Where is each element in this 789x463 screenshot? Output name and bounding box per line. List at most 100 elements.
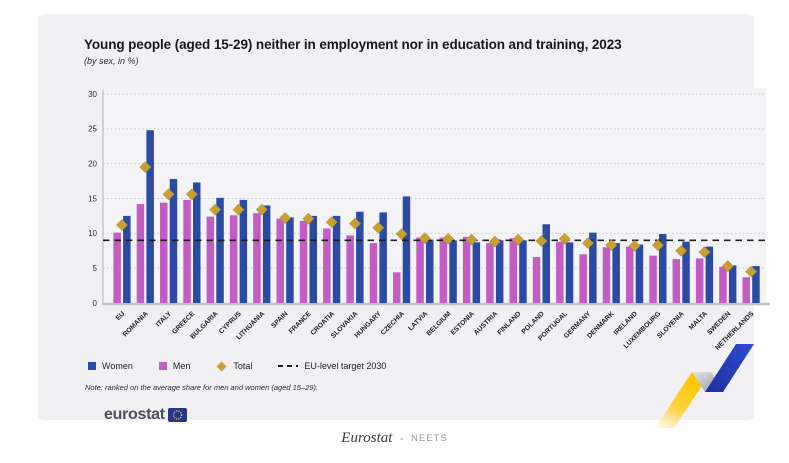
plot-area xyxy=(103,87,766,304)
legend-label-total: Total xyxy=(233,361,253,371)
country-label: FINLAND xyxy=(496,310,522,336)
country-label: EU xyxy=(115,310,127,322)
target-dash-swatch-icon xyxy=(278,365,299,367)
women-bar xyxy=(635,244,644,303)
total-diamond xyxy=(675,244,688,257)
men-bar xyxy=(160,202,168,303)
country-label: SPAIN xyxy=(270,310,289,329)
y-tick-label: 5 xyxy=(93,264,98,273)
men-bar xyxy=(672,259,681,303)
women-bar xyxy=(519,240,527,303)
legend-label-women: Women xyxy=(102,361,133,371)
men-bar xyxy=(579,254,587,303)
men-bar xyxy=(346,235,354,303)
women-bar xyxy=(193,182,201,303)
footnote: Note: ranked on the average share for me… xyxy=(85,383,319,392)
women-bar xyxy=(402,196,411,303)
total-diamond xyxy=(628,239,641,252)
men-bar xyxy=(206,216,215,303)
women-legend-swatch-icon xyxy=(88,362,96,370)
total-diamond xyxy=(558,232,571,245)
total-diamond xyxy=(372,221,385,234)
total-diamond xyxy=(209,203,222,216)
women-bar xyxy=(332,215,341,303)
men-bar xyxy=(649,255,657,303)
country-label: LATVIA xyxy=(407,310,429,332)
total-diamond xyxy=(698,246,711,259)
y-tick-label: 15 xyxy=(88,194,97,203)
women-bar xyxy=(542,224,550,303)
total-diamond xyxy=(162,188,175,201)
total-diamond xyxy=(605,239,618,252)
men-bar xyxy=(393,272,401,303)
total-diamond xyxy=(232,203,245,216)
chart-subtitle: (by sex, in %) xyxy=(84,56,139,66)
men-bar xyxy=(323,228,331,303)
women-bar xyxy=(589,232,597,303)
men-bar xyxy=(462,236,471,303)
country-label: MALTA xyxy=(688,310,709,331)
men-bar xyxy=(486,243,494,303)
men-bar xyxy=(299,220,308,303)
country-label: ROMANIA xyxy=(122,310,150,338)
y-tick-label: 25 xyxy=(88,125,97,134)
men-bar xyxy=(602,247,611,303)
y-tick-label: 20 xyxy=(88,159,97,168)
men-bar xyxy=(253,213,261,303)
men-bar xyxy=(183,199,191,303)
total-diamond xyxy=(745,265,758,278)
women-bar xyxy=(449,240,457,303)
men-bar xyxy=(276,218,284,303)
women-bar xyxy=(682,241,690,303)
men-bar xyxy=(369,243,378,303)
women-bar xyxy=(262,205,271,303)
country-label: BELGIUM xyxy=(426,310,453,337)
country-label: ITALY xyxy=(155,310,173,328)
legend-label-men: Men xyxy=(172,361,191,371)
legend-item-target: EU-level target 2030 xyxy=(278,361,386,371)
women-bar xyxy=(146,130,154,303)
men-legend-swatch-icon xyxy=(158,362,167,370)
total-diamond xyxy=(651,239,664,252)
total-diamond xyxy=(582,237,594,250)
men-bar xyxy=(439,237,448,303)
footer-caption: Eurostat - NEETS xyxy=(0,429,789,447)
legend-label-target: EU-level target 2030 xyxy=(304,361,387,371)
total-diamond-swatch-icon xyxy=(216,361,227,371)
men-bar xyxy=(626,246,634,303)
total-diamond xyxy=(535,235,548,247)
women-bar xyxy=(216,197,224,303)
women-bar xyxy=(612,243,620,303)
total-diamond xyxy=(349,217,361,230)
eurostat-logo-text: eurostat xyxy=(104,406,165,423)
women-bar xyxy=(565,242,574,303)
women-bar xyxy=(752,266,760,303)
dataset-name: NEETS xyxy=(411,433,448,444)
legend-item-total: Total xyxy=(216,361,252,371)
women-bar xyxy=(356,211,364,303)
eurostat-logo: eurostat xyxy=(104,406,187,424)
y-tick-label: 10 xyxy=(88,229,97,238)
men-bar xyxy=(509,238,517,303)
total-diamond xyxy=(512,233,525,246)
country-label: ESTONIA xyxy=(450,310,476,336)
women-bar xyxy=(379,212,387,303)
total-diamond xyxy=(325,216,338,229)
women-bar xyxy=(728,265,737,303)
total-diamond xyxy=(465,233,478,246)
chart-title: Young people (aged 15-29) neither in emp… xyxy=(84,37,622,52)
men-bar xyxy=(532,257,541,303)
men-bar xyxy=(695,258,704,303)
total-diamond xyxy=(255,203,268,216)
chart-legend: Women Men Total EU-level target 2030 xyxy=(88,361,386,371)
total-diamond xyxy=(488,235,501,248)
women-bar xyxy=(123,215,131,303)
men-bar xyxy=(136,204,145,303)
women-bar xyxy=(472,242,481,303)
eu-flag-icon xyxy=(167,408,187,422)
total-diamond xyxy=(442,232,455,245)
total-diamond xyxy=(279,212,292,224)
women-bar xyxy=(705,246,714,303)
women-bar xyxy=(309,215,317,303)
